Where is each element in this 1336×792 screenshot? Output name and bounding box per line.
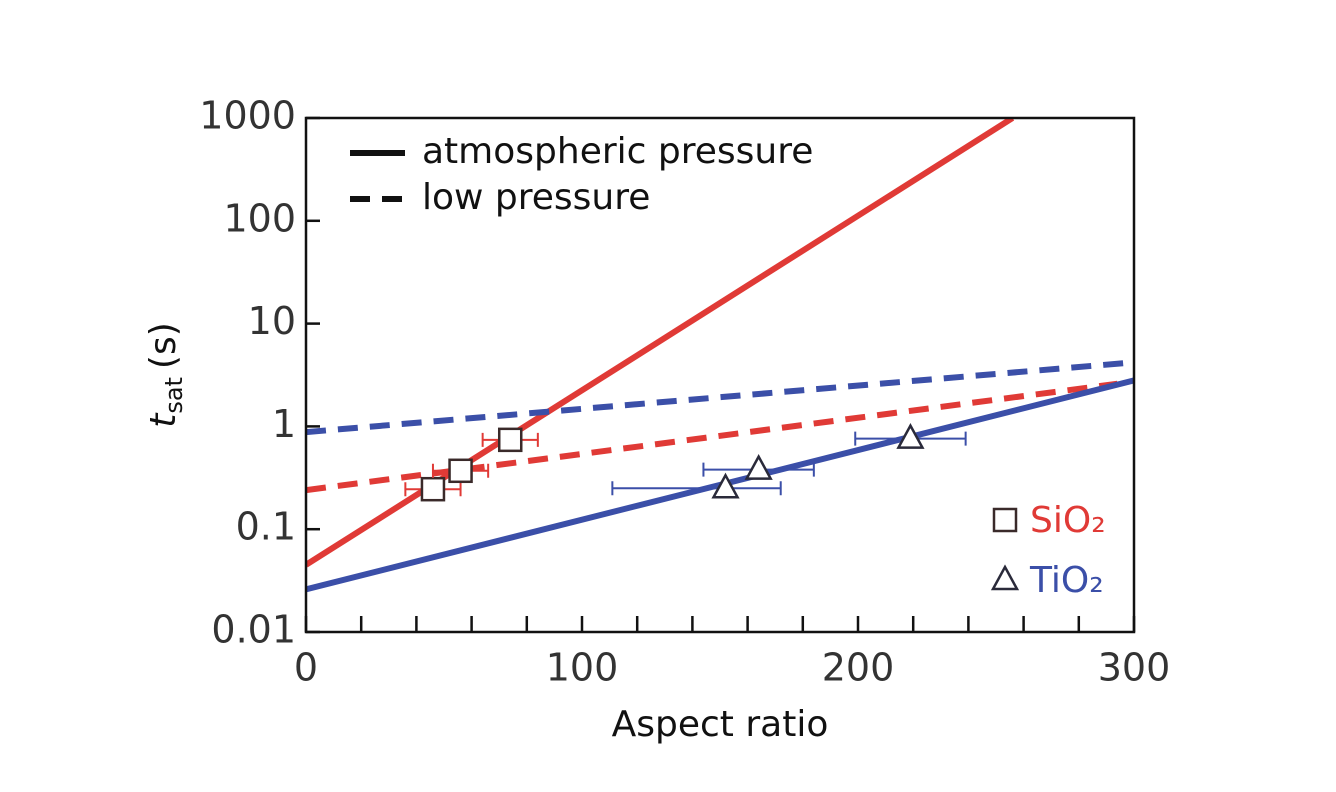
legend-label: TiO₂ [1029, 560, 1104, 601]
y-tick-label: 0.01 [211, 608, 296, 652]
marker [896, 423, 925, 449]
x-tick-label: 100 [546, 646, 619, 690]
legend-label: SiO₂ [1030, 500, 1106, 541]
y-label-unit: (s) [143, 322, 184, 369]
y-tick-label: 1000 [199, 94, 296, 138]
y-label-subscript: sat [160, 377, 188, 414]
legend-label: low pressure [422, 177, 650, 218]
x-tick-label: 300 [1098, 646, 1171, 690]
fit-line [306, 359, 1134, 436]
legend-marker [992, 507, 1018, 533]
plot-area [306, 118, 1134, 593]
y-label-symbol: t [143, 412, 184, 428]
y-tick-label: 100 [223, 196, 296, 240]
legend-marker [990, 564, 1020, 591]
y-axis-label: tsat (s) [143, 322, 188, 428]
y-tick-label: 1 [272, 402, 296, 446]
plot-frame [304, 116, 1136, 634]
marker [420, 476, 446, 502]
x-tick-label: 200 [822, 646, 895, 690]
x-tick-label: 0 [294, 646, 318, 690]
y-tick-label: 10 [248, 299, 296, 343]
marker [448, 458, 473, 484]
y-tick-label: 0.1 [236, 505, 296, 549]
marker [497, 427, 523, 453]
legend-label: atmospheric pressure [422, 131, 813, 172]
error-bar [611, 481, 782, 496]
fit-line [306, 380, 1118, 494]
x-axis-label: Aspect ratio [612, 704, 829, 745]
marker [711, 472, 740, 499]
marker [744, 453, 773, 480]
